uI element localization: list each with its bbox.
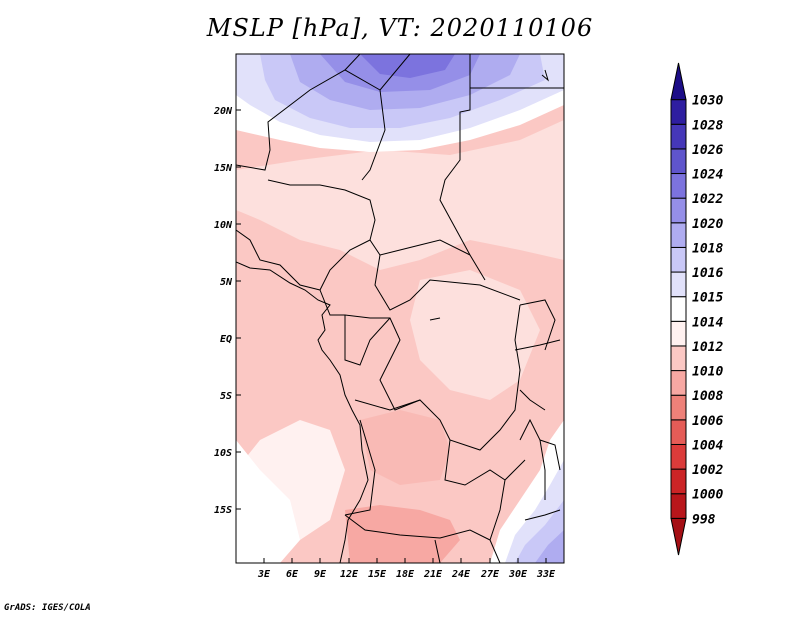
lon-label: 27E xyxy=(480,569,500,580)
colorbar-label: 1006 xyxy=(692,414,723,429)
lat-label: 15S xyxy=(214,505,232,516)
colorbar-bin xyxy=(670,99,687,125)
colorbar-label: 1000 xyxy=(692,488,723,503)
colorbar-label: 1010 xyxy=(692,365,723,380)
credit-label: GrADS: IGES/COLA xyxy=(4,603,91,613)
colorbar-label: 1008 xyxy=(692,389,723,404)
colorbar-label: 1026 xyxy=(692,143,723,158)
colorbar-label: 1018 xyxy=(692,241,723,256)
colorbar-bin xyxy=(670,173,687,199)
lat-label: 10S xyxy=(214,448,232,459)
colorbar-label: 1020 xyxy=(692,217,723,232)
colorbar-bin xyxy=(670,493,687,519)
colorbar-label: 1004 xyxy=(692,438,723,453)
colorbar-label: 1002 xyxy=(692,463,723,478)
lon-label: 18E xyxy=(396,569,415,580)
colorbar: 998 1000 1002 1004 1006 1008 1010 1012 1014 1015 1… xyxy=(670,62,723,556)
colorbar-bin xyxy=(670,123,687,150)
colorbar-bin xyxy=(670,148,687,175)
lat-label: 20N xyxy=(213,106,233,117)
colorbar-bin xyxy=(670,394,687,421)
colorbar-bin xyxy=(670,62,687,101)
colorbar-bin xyxy=(670,468,687,495)
lon-label: 3E xyxy=(257,569,271,580)
colorbar-label: 1024 xyxy=(692,168,723,183)
colorbar-bin xyxy=(670,419,687,445)
lat-label: EQ xyxy=(220,334,232,345)
colorbar-label: 998 xyxy=(692,512,716,527)
colorbar-bin xyxy=(670,197,687,224)
lon-label: 30E xyxy=(508,569,528,580)
colorbar-bin xyxy=(670,271,687,298)
lat-label: 5N xyxy=(220,277,233,288)
colorbar-label: 1030 xyxy=(692,94,723,109)
coastline xyxy=(236,261,526,563)
lat-label: 5S xyxy=(220,391,232,402)
colorbar-bin xyxy=(670,296,687,322)
country-borders xyxy=(236,54,564,563)
lon-label: 6E xyxy=(286,569,299,580)
pressure-field xyxy=(236,54,564,563)
lat-label: 10N xyxy=(214,220,233,231)
colorbar-bin xyxy=(670,222,687,248)
lon-axis: 3E 6E 9E 12E 15E 18E 21E 24E 27E 30E 33E xyxy=(257,558,556,580)
map-title: MSLP [hPa], VT: 2020110106 xyxy=(206,14,594,42)
colorbar-label: 1012 xyxy=(692,340,723,355)
lon-label: 21E xyxy=(423,569,443,580)
colorbar-bin xyxy=(670,370,687,396)
lat-label: 15N xyxy=(214,163,233,174)
colorbar-label: 1022 xyxy=(692,192,723,207)
lon-label: 9E xyxy=(314,569,327,580)
colorbar-label: 1015 xyxy=(692,291,723,306)
lon-label: 24E xyxy=(451,569,471,580)
colorbar-bin xyxy=(670,320,687,347)
colorbar-bin xyxy=(670,246,687,273)
lon-label: 15E xyxy=(368,569,387,580)
colorbar-bin xyxy=(670,443,687,470)
colorbar-label: 1016 xyxy=(692,266,723,281)
lat-axis: 20N 15N 10N 5N EQ 5S 10S 15S xyxy=(213,106,241,516)
colorbar-bin xyxy=(670,517,687,556)
lon-label: 12E xyxy=(340,569,359,580)
colorbar-bin xyxy=(670,345,687,372)
lon-label: 33E xyxy=(536,569,556,580)
colorbar-label: 1014 xyxy=(692,315,723,330)
map-frame xyxy=(235,53,565,564)
colorbar-label: 1028 xyxy=(692,118,723,133)
